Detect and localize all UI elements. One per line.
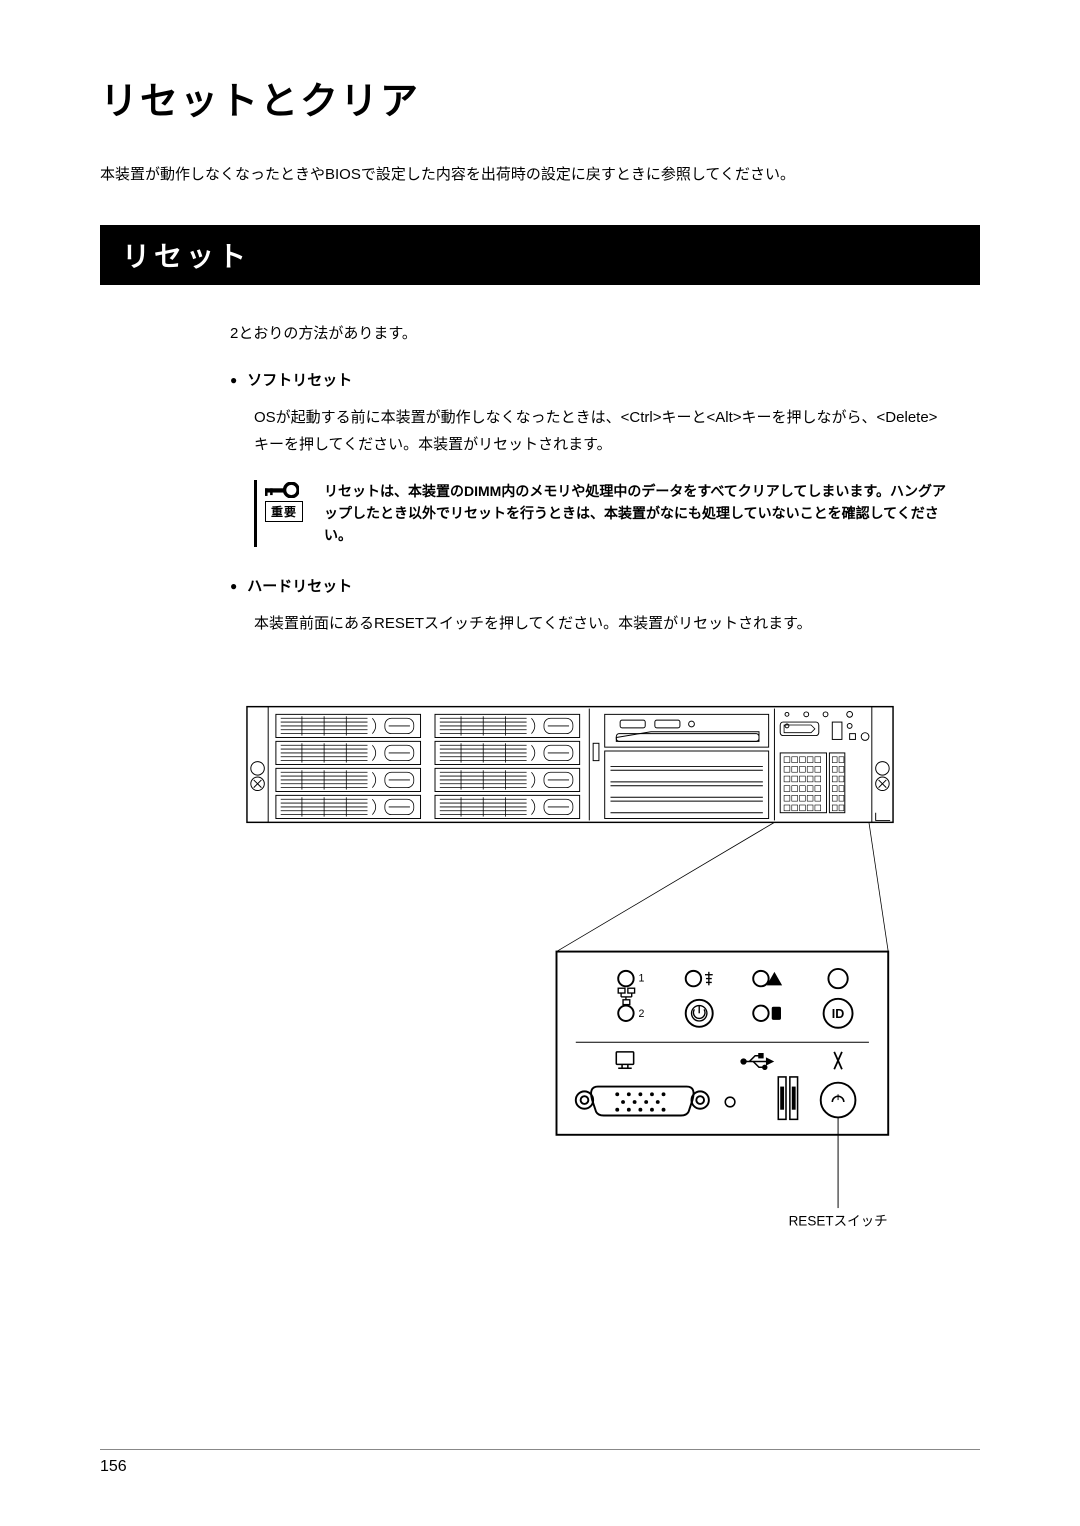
- caution-box: 重要 リセットは、本装置のDIMM内のメモリや処理中のデータをすべてクリアしてし…: [230, 480, 950, 547]
- section-heading: リセット: [100, 225, 980, 285]
- drive-bays-mid: [435, 714, 580, 818]
- optical-drive: [605, 714, 769, 747]
- page-title: リセットとクリア: [100, 70, 980, 125]
- bullet-body: 本装置前面にあるRESETスイッチを押してください。本装置がリセットされます。: [230, 610, 950, 637]
- bullet-item-soft-reset: ソフトリセット OSが起動する前に本装置が動作しなくなったときは、<Ctrl>キ…: [230, 369, 950, 547]
- lan2-label: 2: [638, 1008, 644, 1020]
- page-intro: 本装置が動作しなくなったときやBIOSで設定した内容を出荷時の設定に戻すときに参…: [100, 163, 980, 187]
- caution-label: 重要: [265, 501, 303, 522]
- bullet-heading: ハードリセット: [230, 575, 950, 596]
- id-button-label: ID: [832, 1007, 845, 1021]
- caution-icon-column: 重要: [254, 480, 308, 547]
- device-diagram: 1 2: [100, 697, 980, 1242]
- caution-text: リセットは、本装置のDIMM内のメモリや処理中のデータをすべてクリアしてしまいま…: [324, 480, 950, 547]
- server-front-diagram-svg: 1 2: [230, 697, 910, 1237]
- section-intro: 2とおりの方法があります。: [230, 321, 950, 347]
- bullet-item-hard-reset: ハードリセット 本装置前面にあるRESETスイッチを押してください。本装置がリセ…: [230, 575, 950, 637]
- reset-switch-label: RESETスイッチ: [789, 1213, 888, 1228]
- page-number: 156: [100, 1458, 127, 1475]
- key-icon: [265, 482, 299, 498]
- bullet-body: OSが起動する前に本装置が動作しなくなったときは、<Ctrl>キーと<Alt>キ…: [230, 404, 950, 458]
- chassis-indicator-area: [774, 708, 869, 820]
- page-footer: 156: [100, 1449, 980, 1476]
- bullet-heading: ソフトリセット: [230, 369, 950, 390]
- lan1-label: 1: [638, 972, 644, 984]
- section-body: 2とおりの方法があります。 ソフトリセット OSが起動する前に本装置が動作しなく…: [100, 321, 980, 637]
